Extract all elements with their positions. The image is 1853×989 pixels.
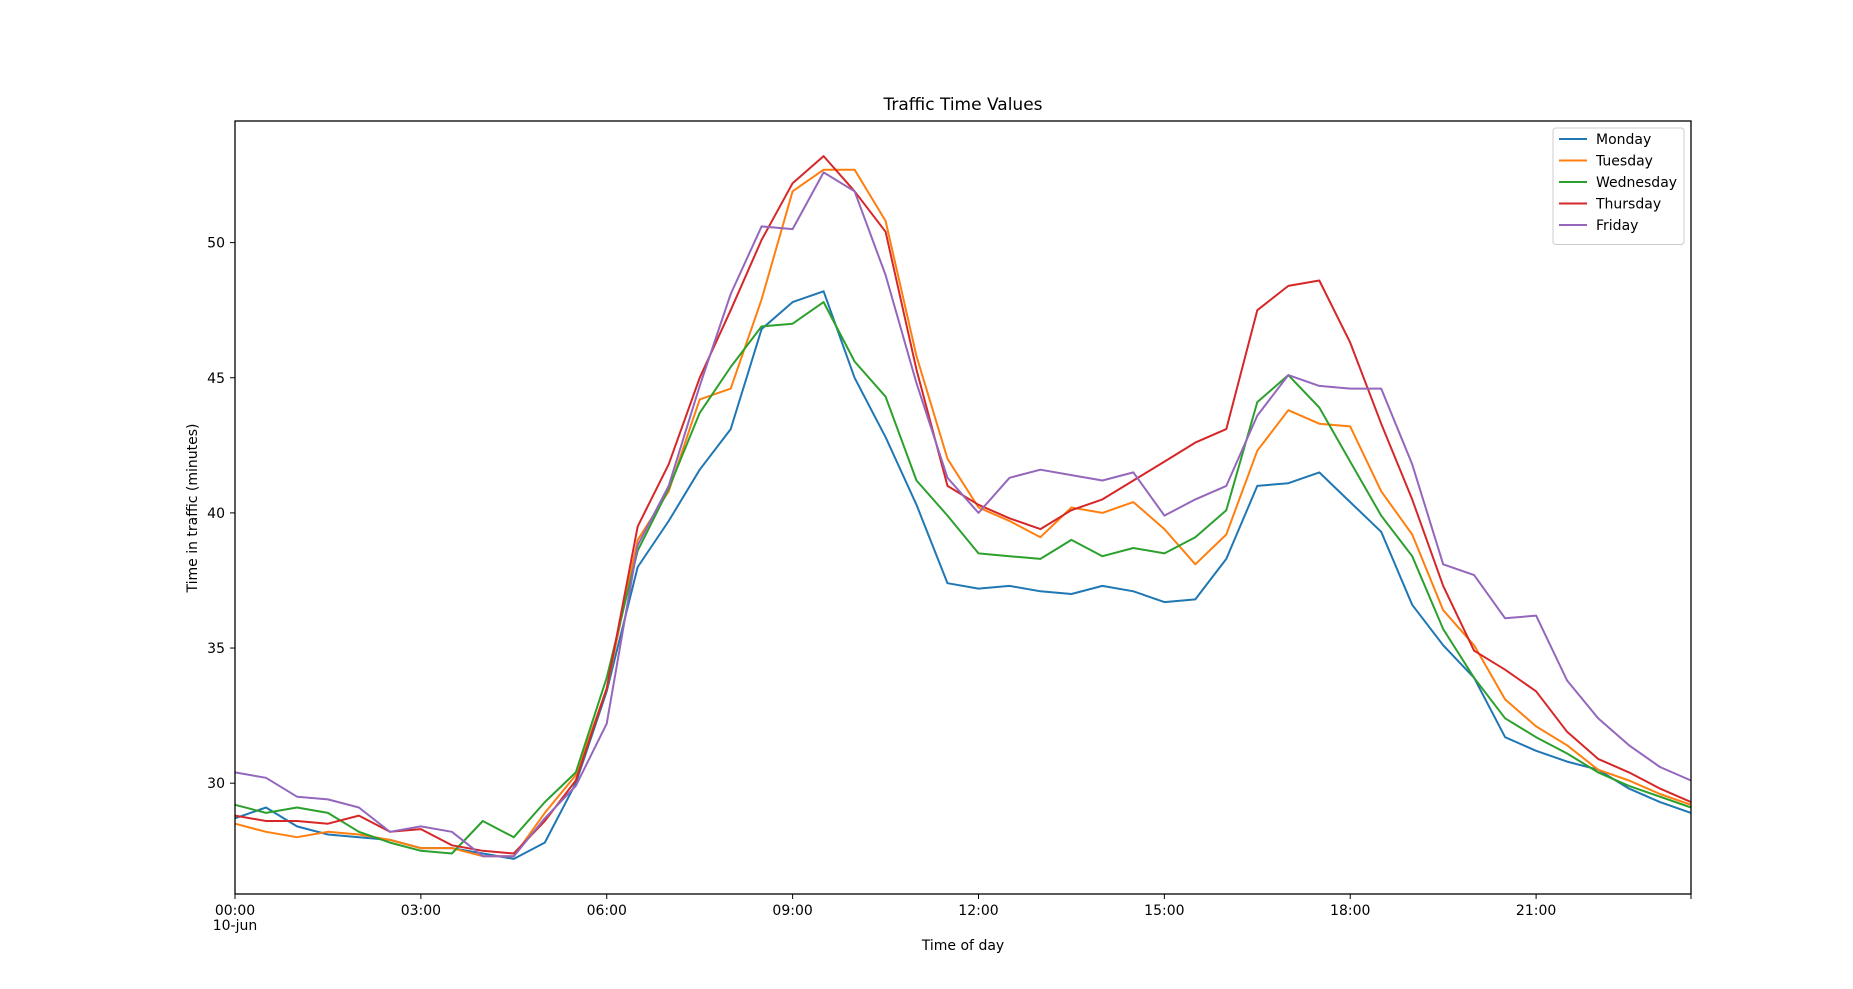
x-start-date-label: 10-jun <box>213 918 258 934</box>
x-axis: 00:00 03:00 06:00 09:00 12:00 15:00 18:00 21:00 <box>215 894 1692 919</box>
legend-label-wednesday: Wednesday <box>1596 175 1677 191</box>
legend-box <box>1552 127 1685 245</box>
x-tick-label: 09:00 <box>772 903 812 919</box>
plot-frame <box>234 120 1692 895</box>
y-tick-label: 45 <box>207 371 225 387</box>
x-axis-title: Time of day <box>921 938 1004 954</box>
y-axis-title: Time in traffic (minutes) <box>185 423 201 593</box>
legend-label-tuesday: Tuesday <box>1595 154 1653 170</box>
y-tick-label: 50 <box>207 236 225 252</box>
chart-title: Traffic Time Values <box>882 95 1042 115</box>
legend-label-friday: Friday <box>1596 218 1638 234</box>
y-tick-label: 35 <box>207 641 225 657</box>
x-tick-label: 21:00 <box>1516 903 1556 919</box>
series-layer <box>234 155 1692 860</box>
y-tick-label: 30 <box>207 776 225 792</box>
legend-label-thursday: Thursday <box>1595 197 1661 213</box>
legend: Monday Tuesday Wednesday Thursday Friday <box>1552 127 1685 245</box>
series-line-tuesday <box>234 168 1692 858</box>
series-line-friday <box>234 171 1692 858</box>
x-tick-label: 06:00 <box>587 903 627 919</box>
x-tick-label: 03:00 <box>401 903 441 919</box>
series-line-wednesday <box>234 301 1692 855</box>
y-axis: 30 35 40 45 50 <box>207 236 235 792</box>
x-tick-label: 00:00 <box>215 903 255 919</box>
x-tick-label: 18:00 <box>1330 903 1370 919</box>
x-tick-label: 15:00 <box>1144 903 1184 919</box>
x-tick-label: 12:00 <box>958 903 998 919</box>
legend-label-monday: Monday <box>1596 132 1651 148</box>
y-tick-label: 40 <box>207 506 225 522</box>
